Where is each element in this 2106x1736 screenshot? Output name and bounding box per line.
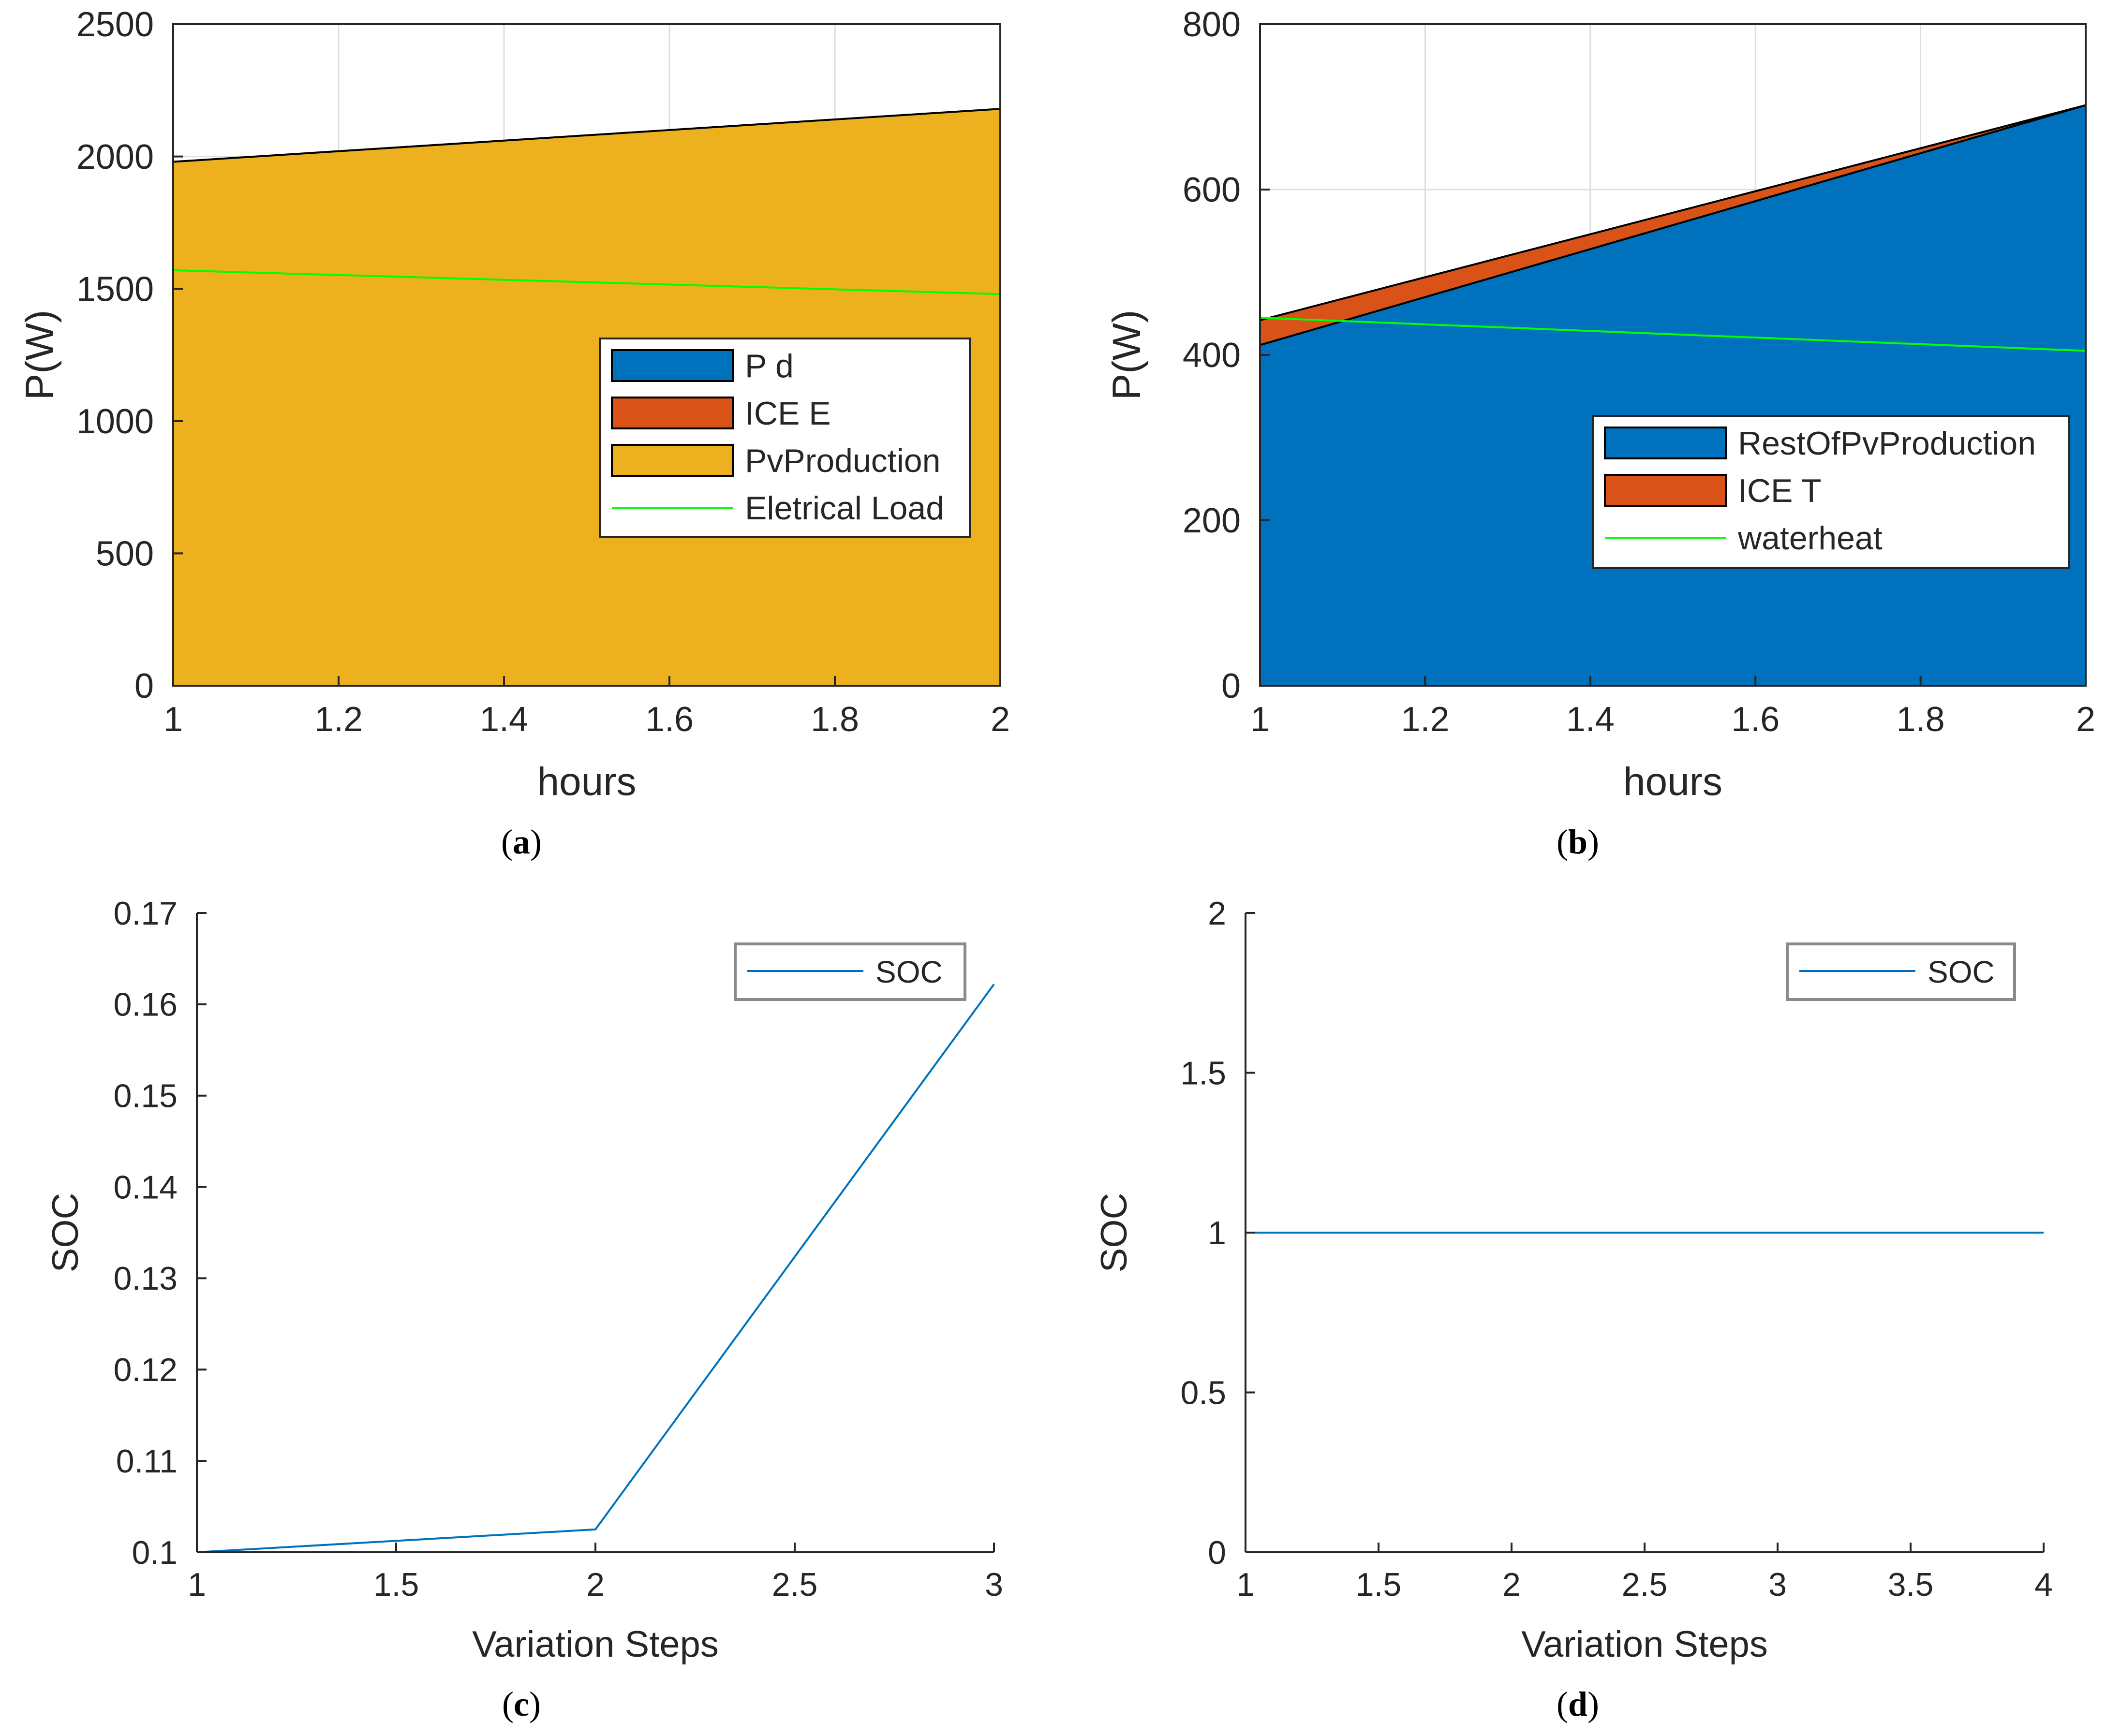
y-tick-label: 0.13: [114, 1260, 178, 1297]
legend-swatch-ice-e: [611, 397, 734, 429]
x-tick-label: 1.4: [480, 700, 528, 739]
legend-label-restofpvproduction: RestOfPvProduction: [1738, 425, 2036, 462]
y-tick-label: 0: [134, 667, 154, 706]
line-eletrical-load: [173, 269, 1001, 295]
panel-caption: (c): [502, 1685, 541, 1723]
y-tick-label: 0.14: [114, 1169, 178, 1206]
x-axis-label: hours: [1623, 760, 1722, 804]
legend-label-ice-t: ICE T: [1738, 472, 1822, 509]
y-tick-label: 0: [1221, 667, 1241, 706]
x-tick-label: 1.5: [373, 1566, 419, 1603]
x-tick-label: 1: [188, 1566, 206, 1603]
legend-label-waterheat: waterheat: [1737, 520, 1883, 557]
y-tick-label: 2500: [76, 5, 154, 44]
panel-caption: (b): [1557, 823, 1599, 861]
legend-label-p-d: P d: [745, 348, 794, 384]
y-tick-label: 2: [1208, 895, 1226, 932]
x-tick-label: 2.5: [1622, 1566, 1668, 1603]
legend: P d ICE E PvProduction Eletrical Load: [599, 338, 971, 538]
legend-label-soc: SOC: [1928, 955, 1995, 989]
x-tick-label: 2: [586, 1566, 605, 1603]
y-tick-label: 1000: [76, 402, 154, 441]
y-axis-label: SOC: [1094, 1193, 1135, 1273]
y-tick-label: 0.16: [114, 986, 178, 1023]
legend-label-ice-e: ICE E: [745, 395, 831, 432]
legend-label-soc: SOC: [875, 955, 943, 989]
y-tick-label: 0.17: [114, 895, 178, 932]
y-axis-label: SOC: [45, 1193, 86, 1273]
y-tick-label: 0.5: [1180, 1374, 1226, 1411]
line-soc: [196, 984, 995, 1553]
panel-caption: (d): [1557, 1685, 1599, 1723]
y-tick-label: 0.11: [116, 1443, 178, 1480]
x-tick-label: 2: [991, 700, 1010, 739]
x-tick-label: 1.4: [1566, 700, 1615, 739]
x-tick-label: 1: [1236, 1566, 1255, 1603]
y-tick-label: 600: [1183, 171, 1241, 209]
x-tick-label: 2: [2076, 700, 2095, 739]
chart-a: 1 1.2 1.4 1.6 1.8 2 0 500 1000 1500 2000 2500 hours P…: [18, 5, 1010, 861]
legend: RestOfPvProduction ICE T waterheat: [1592, 415, 2070, 569]
x-tick-label: 2: [1502, 1566, 1521, 1603]
y-tick-label: 2000: [76, 138, 154, 177]
line-waterheat: [1260, 317, 2086, 352]
x-tick-label: 1.2: [1401, 700, 1449, 739]
x-axis-label: Variation Steps: [472, 1624, 719, 1665]
x-tick-label: 3: [1768, 1566, 1787, 1603]
plot-area: [197, 913, 994, 1552]
legend-swatch-ice-t: [1604, 474, 1727, 507]
y-tick-label: 1500: [76, 270, 154, 309]
chart-b: 1 1.2 1.4 1.6 1.8 2 0 200 400 600 800 hours P(W) Rest…: [1105, 5, 2095, 861]
axes-box: [172, 23, 1001, 687]
legend-swatch-p-d: [611, 349, 734, 382]
x-tick-label: 2.5: [772, 1566, 818, 1603]
legend: SOC: [734, 942, 966, 1001]
x-tick-label: 1: [163, 700, 183, 739]
y-tick-label: 0: [1208, 1534, 1226, 1571]
y-tick-label: 0.15: [114, 1078, 178, 1115]
x-axis-label: hours: [537, 760, 636, 804]
x-tick-label: 3: [985, 1566, 1003, 1603]
legend-label-eletrical-load: Eletrical Load: [745, 490, 944, 527]
y-tick-label: 500: [96, 535, 154, 574]
x-axis-label: Variation Steps: [1521, 1624, 1768, 1665]
x-tick-label: 1.8: [1897, 700, 1945, 739]
y-tick-label: 1.5: [1180, 1055, 1226, 1091]
x-tick-label: 1.8: [811, 700, 859, 739]
legend-swatch-pvproduction: [611, 444, 734, 477]
x-tick-label: 1.5: [1356, 1566, 1402, 1603]
legend-label-pvproduction: PvProduction: [745, 442, 940, 479]
x-tick-label: 1.6: [1731, 700, 1780, 739]
x-tick-label: 1: [1250, 700, 1270, 739]
y-tick-label: 200: [1183, 501, 1241, 540]
y-tick-label: 800: [1183, 5, 1241, 44]
x-tick-label: 3.5: [1888, 1566, 1934, 1603]
x-tick-label: 1.6: [645, 700, 694, 739]
y-tick-label: 0.1: [132, 1534, 178, 1571]
panel-caption: (a): [501, 823, 542, 861]
y-axis-label: P(W): [1105, 310, 1149, 400]
chart-c: 1 1.5 2 2.5 3 0.1 0.11 0.12 0.13 0.14 0.15 0.16 0.17…: [45, 895, 1003, 1723]
x-tick-label: 4: [2034, 1566, 2053, 1603]
legend-swatch-restofpvproduction: [1604, 427, 1727, 459]
x-tick-label: 1.2: [314, 700, 363, 739]
y-tick-label: 0.12: [114, 1352, 178, 1388]
legend: SOC: [1786, 942, 2016, 1001]
y-tick-label: 400: [1183, 336, 1241, 375]
y-axis-label: P(W): [18, 310, 62, 400]
y-tick-label: 1: [1208, 1215, 1226, 1251]
